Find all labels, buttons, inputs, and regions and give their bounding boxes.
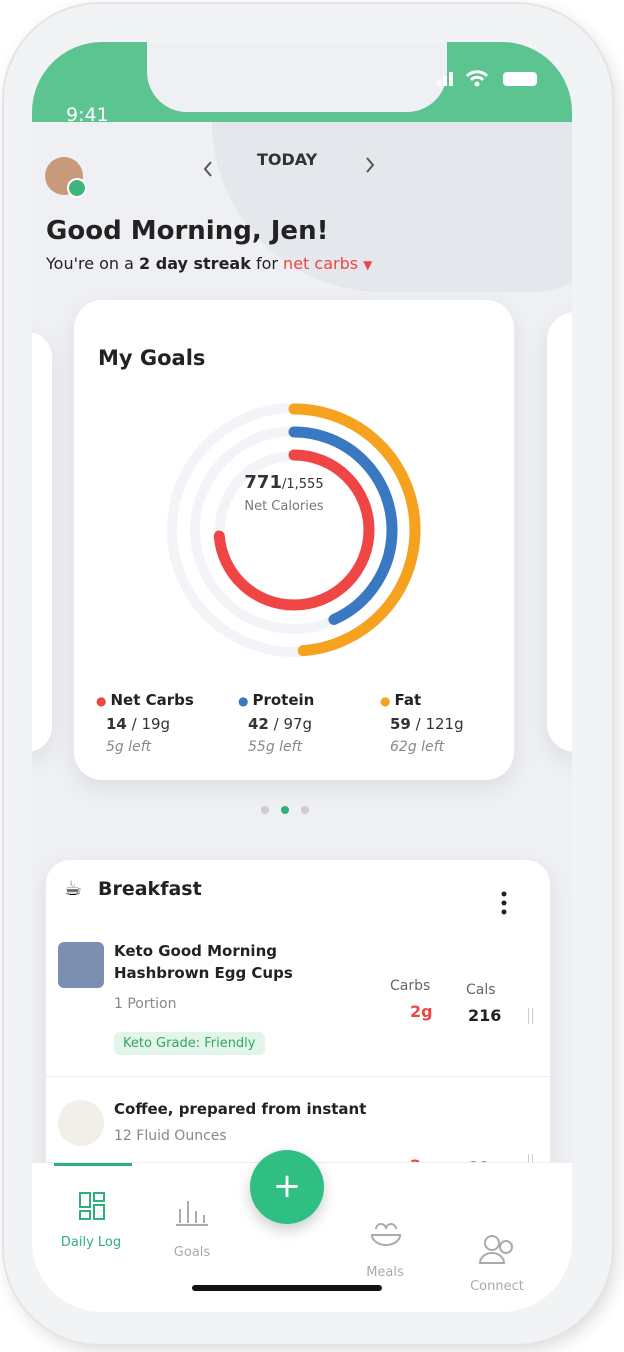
separator: / bbox=[410, 715, 426, 733]
home-indicator bbox=[192, 1285, 382, 1291]
notch bbox=[147, 42, 447, 112]
macro-header: ● Protein bbox=[238, 690, 378, 709]
macro-dot: ● bbox=[238, 694, 249, 708]
menu[interactable] bbox=[498, 890, 510, 920]
macro-goal: 97g bbox=[283, 715, 313, 733]
greeting: Good Morning, Jen! bbox=[46, 216, 329, 246]
side-card bbox=[547, 312, 572, 752]
macro-left: 62g left bbox=[390, 739, 445, 755]
calories-label: Net Calories bbox=[244, 499, 324, 514]
streak: You're on a 2 day streak for net carbs ▼ bbox=[46, 254, 372, 273]
macro: ● Net Carbs 14 / 19g 5g left bbox=[96, 690, 236, 755]
macro-arc bbox=[190, 426, 398, 634]
calories-consumed: 771 bbox=[244, 472, 282, 493]
keto-grade: Keto Grade: Friendly bbox=[114, 1032, 265, 1055]
macro-goal: 19g bbox=[141, 715, 171, 733]
food-image bbox=[58, 942, 104, 988]
cals: 216 bbox=[468, 1006, 502, 1025]
macro-value: 14 / 19g bbox=[106, 715, 236, 733]
column-header: Carbs bbox=[390, 978, 431, 994]
food-name: Coffee, prepared from instant bbox=[114, 1100, 367, 1118]
add-button[interactable]: + bbox=[250, 1150, 324, 1224]
pager bbox=[261, 806, 309, 814]
macro-header: ● Net Carbs bbox=[96, 690, 236, 709]
food-item[interactable]: Keto Good Morning Hashbrown Egg Cups 1 Po… bbox=[46, 936, 550, 1077]
date-nav[interactable] bbox=[197, 154, 397, 184]
nav-item[interactable]: Daily Log bbox=[60, 1235, 122, 1250]
food-portion: 1 Portion bbox=[114, 996, 177, 1012]
streak-text: You're on a bbox=[46, 254, 134, 273]
macro-header: ● Fat bbox=[380, 690, 520, 709]
nav-icons bbox=[79, 1192, 513, 1264]
carbs: 2g bbox=[410, 1002, 433, 1021]
macro-consumed: 42 bbox=[248, 715, 269, 733]
food-portion: 12 Fluid Ounces bbox=[114, 1128, 227, 1144]
avatar[interactable] bbox=[44, 156, 88, 200]
goals-card: My Goals 771/1,555 Net Calories ● Net Car… bbox=[74, 300, 514, 780]
macro-value: 42 / 97g bbox=[248, 715, 378, 733]
screen: 9:41 TODAY Good Morning, Jen! You're on … bbox=[32, 42, 572, 1312]
macro: ● Protein 42 / 97g 55g left bbox=[238, 690, 378, 755]
macro-consumed: 59 bbox=[390, 715, 411, 733]
separator: / bbox=[268, 715, 284, 733]
time: 9:41 bbox=[66, 104, 109, 126]
macro-goal: 121g bbox=[425, 715, 464, 733]
goals-title: My Goals bbox=[98, 346, 206, 370]
macro-name: Fat bbox=[394, 691, 422, 709]
nav-indicator bbox=[54, 1163, 132, 1166]
date: TODAY bbox=[257, 150, 318, 169]
meal-title: Breakfast bbox=[98, 878, 202, 900]
macro-dot: ● bbox=[96, 694, 107, 708]
separator: / bbox=[126, 715, 142, 733]
nav-item[interactable]: Connect bbox=[470, 1279, 524, 1294]
food-image bbox=[58, 1100, 104, 1146]
streak-metric: net carbs bbox=[283, 254, 359, 273]
dropdown-arrow[interactable]: ▼ bbox=[363, 258, 373, 272]
meal-icon: ☕ bbox=[64, 876, 82, 900]
macro-name: Protein bbox=[252, 691, 315, 709]
drag-handle bbox=[528, 1008, 533, 1024]
food-name: Keto Good Morning Hashbrown Egg Cups bbox=[114, 942, 293, 982]
nav-item[interactable]: Goals bbox=[173, 1245, 211, 1260]
macro-arc bbox=[213, 449, 375, 611]
rings bbox=[167, 403, 421, 657]
status-icons bbox=[437, 70, 537, 87]
nav-item[interactable]: Meals bbox=[366, 1265, 404, 1280]
streak-text: for bbox=[255, 254, 278, 273]
phone: 9:41 TODAY Good Morning, Jen! You're on … bbox=[4, 4, 612, 1344]
side-card bbox=[32, 332, 52, 752]
macro-consumed: 14 bbox=[106, 715, 127, 733]
streak-highlight: 2 day streak bbox=[139, 254, 251, 273]
macro-left: 55g left bbox=[248, 739, 303, 755]
column-header: Cals bbox=[466, 982, 496, 998]
macro-dot: ● bbox=[380, 694, 391, 708]
calories-goal: 1,555 bbox=[286, 477, 324, 492]
macro-value: 59 / 121g bbox=[390, 715, 520, 733]
macro-arc bbox=[167, 403, 421, 657]
macro: ● Fat 59 / 121g 62g left bbox=[380, 690, 520, 755]
macro-name: Net Carbs bbox=[110, 691, 194, 709]
calories: 771/1,555 Net Calories bbox=[194, 472, 374, 514]
macro-left: 5g left bbox=[106, 739, 152, 755]
